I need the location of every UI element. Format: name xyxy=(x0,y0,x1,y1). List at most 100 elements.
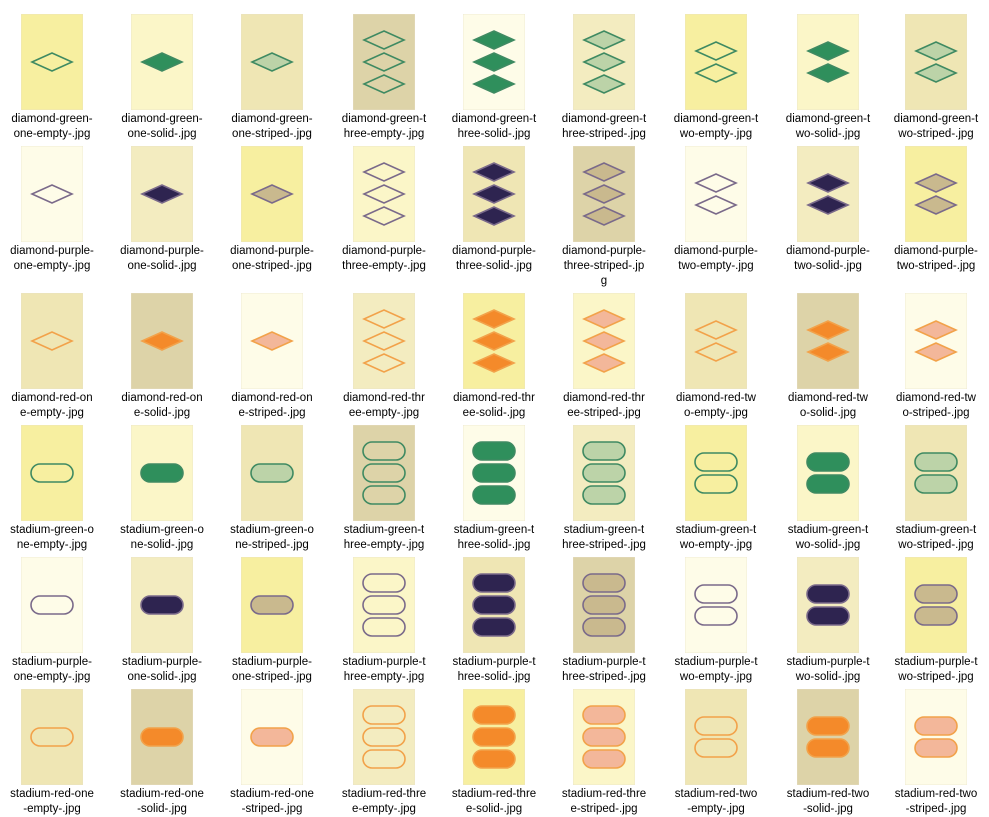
stadium-symbol xyxy=(140,727,184,747)
file-name-label: stadium-green-o ne-striped-.jpg xyxy=(217,523,327,553)
file-name-line: ne-solid-.jpg xyxy=(130,539,194,551)
file-name-line: diamond-purple- xyxy=(230,245,314,257)
file-item[interactable]: stadium-purple-t wo-empty-.jpg xyxy=(661,557,771,685)
file-name-label: stadium-red-two -solid-.jpg xyxy=(773,787,883,817)
card-image xyxy=(241,146,303,242)
file-item[interactable]: diamond-purple-one-solid-.jpg xyxy=(107,146,217,274)
file-thumbnail xyxy=(0,293,107,389)
file-thumbnail xyxy=(661,146,771,242)
card-image xyxy=(353,293,415,389)
stadium-symbol xyxy=(582,727,626,747)
diamond-symbol xyxy=(694,342,738,362)
file-item[interactable]: diamond-purple-two-empty-.jpg xyxy=(661,146,771,274)
file-item[interactable]: stadium-green-t wo-striped-.jpg xyxy=(881,425,989,553)
file-item[interactable]: diamond-green-t wo-empty-.jpg xyxy=(661,14,771,142)
card-background xyxy=(905,14,967,110)
file-item[interactable]: stadium-green-o ne-solid-.jpg xyxy=(107,425,217,553)
file-name-line: wo-solid-.jpg xyxy=(795,671,861,683)
file-item[interactable]: stadium-red-one -striped-.jpg xyxy=(217,689,327,817)
file-name-line: wo-empty-.jpg xyxy=(679,128,753,140)
card-image xyxy=(131,557,193,653)
file-name-line: diamond-green- xyxy=(121,113,203,125)
card-image xyxy=(463,425,525,521)
stadium-symbol xyxy=(582,485,626,505)
file-item[interactable]: diamond-green-one-striped-.jpg xyxy=(217,14,327,142)
file-item[interactable]: diamond-purple-one-empty-.jpg xyxy=(0,146,107,274)
file-name-line: ne-striped-.jpg xyxy=(235,539,309,551)
file-item[interactable]: stadium-purple-t hree-empty-.jpg xyxy=(329,557,439,685)
file-item[interactable]: diamond-red-thr ee-empty-.jpg xyxy=(329,293,439,421)
file-name-line: e-empty-.jpg xyxy=(20,407,84,419)
file-item[interactable]: diamond-purple-three-solid-.jpg xyxy=(439,146,549,274)
file-item[interactable]: diamond-purple-two-striped-.jpg xyxy=(881,146,989,274)
file-item[interactable]: diamond-purple-one-striped-.jpg xyxy=(217,146,327,274)
file-item[interactable]: diamond-red-on e-empty-.jpg xyxy=(0,293,107,421)
file-item[interactable]: stadium-red-thre e-empty-.jpg xyxy=(329,689,439,817)
file-name-line: two-solid-.jpg xyxy=(794,260,862,272)
file-name-line: stadium-green-o xyxy=(230,524,314,536)
file-item[interactable]: stadium-green-t wo-empty-.jpg xyxy=(661,425,771,553)
file-item[interactable]: stadium-red-two -empty-.jpg xyxy=(661,689,771,817)
file-item[interactable]: diamond-green-one-solid-.jpg xyxy=(107,14,217,142)
file-item[interactable]: diamond-purple-three-empty-.jpg xyxy=(329,146,439,274)
card-background xyxy=(905,425,967,521)
file-name-label: diamond-red-tw o-striped-.jpg xyxy=(881,391,989,421)
file-thumbnail xyxy=(329,425,439,521)
file-item[interactable]: stadium-purple-one-striped-.jpg xyxy=(217,557,327,685)
file-thumbnail xyxy=(773,689,883,785)
file-item[interactable]: diamond-red-on e-striped-.jpg xyxy=(217,293,327,421)
card-image xyxy=(797,14,859,110)
file-item[interactable]: diamond-red-tw o-striped-.jpg xyxy=(881,293,989,421)
file-thumbnail xyxy=(329,293,439,389)
file-item[interactable]: diamond-red-tw o-solid-.jpg xyxy=(773,293,883,421)
file-item[interactable]: diamond-green-t hree-empty-.jpg xyxy=(329,14,439,142)
file-thumbnail xyxy=(881,146,989,242)
file-item[interactable]: stadium-purple-one-solid-.jpg xyxy=(107,557,217,685)
file-item[interactable]: stadium-purple-t hree-striped-.jpg xyxy=(549,557,659,685)
file-item[interactable]: stadium-red-one -empty-.jpg xyxy=(0,689,107,817)
file-item[interactable]: stadium-green-t hree-empty-.jpg xyxy=(329,425,439,553)
file-thumbnail xyxy=(107,689,217,785)
file-item[interactable]: stadium-green-o ne-striped-.jpg xyxy=(217,425,327,553)
file-item[interactable]: stadium-red-thre e-striped-.jpg xyxy=(549,689,659,817)
file-item[interactable]: diamond-red-tw o-empty-.jpg xyxy=(661,293,771,421)
file-item[interactable]: diamond-green-one-empty-.jpg xyxy=(0,14,107,142)
file-item[interactable]: stadium-green-t wo-solid-.jpg xyxy=(773,425,883,553)
file-item[interactable]: stadium-green-t hree-striped-.jpg xyxy=(549,425,659,553)
stadium-symbol xyxy=(582,749,626,769)
card-image xyxy=(353,146,415,242)
file-item[interactable]: stadium-purple-t wo-solid-.jpg xyxy=(773,557,883,685)
file-item[interactable]: stadium-purple-t hree-solid-.jpg xyxy=(439,557,549,685)
file-item[interactable]: diamond-green-t hree-striped-.jpg xyxy=(549,14,659,142)
file-name-line: diamond-red-on xyxy=(121,392,203,404)
file-item[interactable]: stadium-purple-t wo-striped-.jpg xyxy=(881,557,989,685)
stadium-symbol xyxy=(472,705,516,725)
stadium-symbol xyxy=(914,606,958,626)
card-image xyxy=(241,689,303,785)
file-item[interactable]: stadium-purple-one-empty-.jpg xyxy=(0,557,107,685)
file-item[interactable]: diamond-green-t wo-solid-.jpg xyxy=(773,14,883,142)
file-item[interactable]: stadium-red-thre e-solid-.jpg xyxy=(439,689,549,817)
file-item[interactable]: diamond-purple-three-striped-.jp g xyxy=(549,146,659,289)
file-name-label: diamond-red-tw o-solid-.jpg xyxy=(773,391,883,421)
file-thumbnail xyxy=(107,425,217,521)
file-name-label: stadium-green-o ne-solid-.jpg xyxy=(107,523,217,553)
file-item[interactable]: diamond-purple-two-solid-.jpg xyxy=(773,146,883,274)
file-thumbnail xyxy=(217,14,327,110)
diamond-symbol xyxy=(362,353,406,373)
card-background xyxy=(797,557,859,653)
file-name-line: e-striped-.jpg xyxy=(238,407,306,419)
card-background xyxy=(797,14,859,110)
file-item[interactable]: diamond-red-thr ee-solid-.jpg xyxy=(439,293,549,421)
file-item[interactable]: stadium-green-o ne-empty-.jpg xyxy=(0,425,107,553)
file-item[interactable]: stadium-red-one -solid-.jpg xyxy=(107,689,217,817)
file-item[interactable]: stadium-red-two -striped-.jpg xyxy=(881,689,989,817)
file-item[interactable]: diamond-green-t wo-striped-.jpg xyxy=(881,14,989,142)
file-name-line: -empty-.jpg xyxy=(23,803,81,815)
file-item[interactable]: stadium-red-two -solid-.jpg xyxy=(773,689,883,817)
file-item[interactable]: diamond-green-t hree-solid-.jpg xyxy=(439,14,549,142)
file-item[interactable]: diamond-red-on e-solid-.jpg xyxy=(107,293,217,421)
file-item[interactable]: stadium-green-t hree-solid-.jpg xyxy=(439,425,549,553)
file-item[interactable]: diamond-red-thr ee-striped-.jpg xyxy=(549,293,659,421)
file-thumbnail xyxy=(0,425,107,521)
